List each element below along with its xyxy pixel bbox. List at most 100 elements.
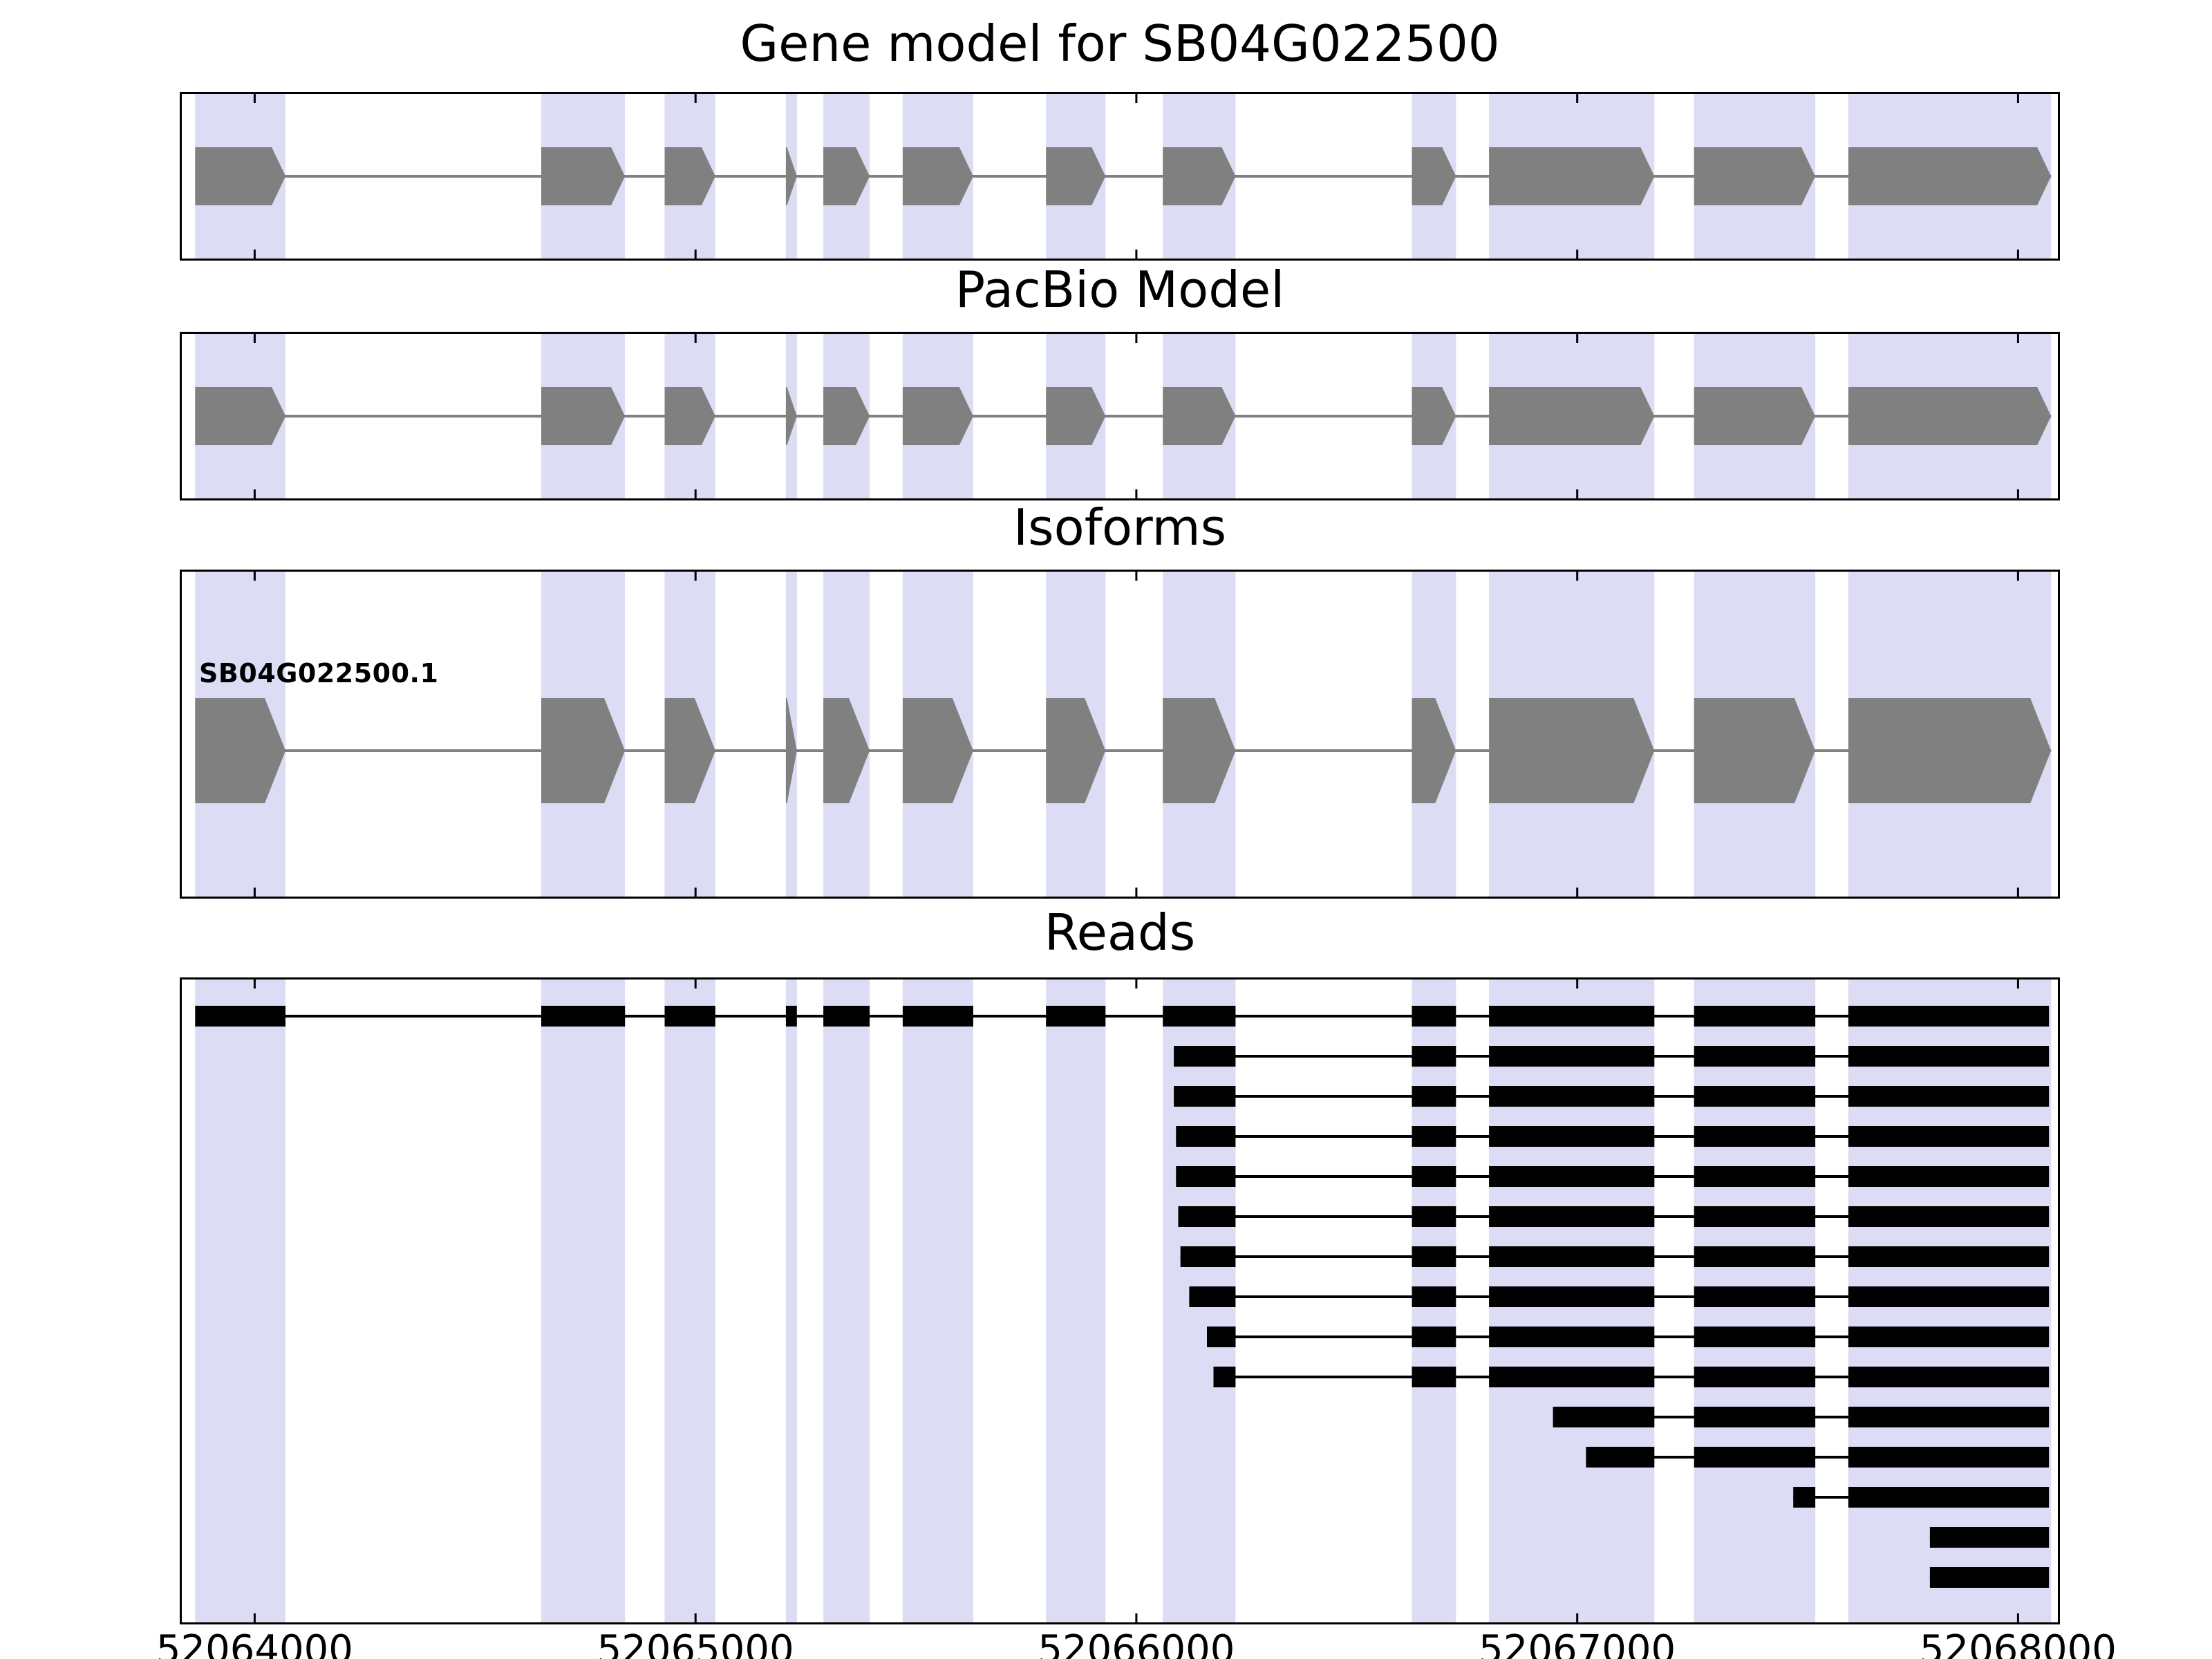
read-block [1694,1006,1816,1027]
read-block [1848,1487,2050,1508]
x-tick-label: 52064000 [156,1627,353,1659]
read-row [1929,1567,2050,1588]
read-row [1176,1126,2050,1147]
exon-block [195,698,286,803]
read-block [1489,1327,1655,1347]
exon-block [541,387,626,445]
panel-border [180,92,2060,261]
read-block [1412,1006,1456,1027]
x-tick-label: 52065000 [597,1627,794,1659]
read-block [1694,1407,1816,1427]
read-row [1178,1206,2050,1227]
read-block [1163,1006,1236,1027]
isoform-label: SB04G022500.1 [199,658,439,688]
read-block [1694,1286,1816,1307]
read-block [1848,1367,2050,1387]
read-row [1207,1327,2050,1347]
exon-block [664,698,715,803]
exon-block [1046,387,1106,445]
read-block [1412,1286,1456,1307]
exon-band [195,977,285,1624]
exon-block [195,387,286,445]
read-block [1586,1447,1655,1468]
isoforms-title: Isoforms [1013,498,1227,556]
exon-block [1848,387,2052,445]
exon-block [785,147,797,205]
reads-title: Reads [1044,903,1196,962]
read-block [1694,1166,1816,1187]
exon-block [823,387,870,445]
exon-band [902,977,973,1624]
exon-block [823,147,870,205]
read-block [902,1006,973,1027]
pacbio-panel [180,332,2060,500]
exon-band [541,977,626,1624]
exon-block [1412,698,1456,803]
exon-block [1412,147,1456,205]
read-row [195,1006,2050,1027]
read-block [1489,1046,1655,1067]
read-block [1848,1206,2050,1227]
read-row [1174,1046,2050,1067]
gene-model-panel [180,92,2060,261]
exon-block [1848,147,2052,205]
read-row [1174,1086,2050,1107]
x-tick-label: 52067000 [1479,1627,1676,1659]
read-row [1553,1407,2050,1427]
exon-block [1489,147,1655,205]
read-block [1848,1327,2050,1347]
exon-band [785,977,797,1624]
read-block [1489,1166,1655,1187]
exon-block [1163,698,1236,803]
read-block [1046,1006,1106,1027]
read-row [1793,1487,2050,1508]
read-block [1553,1407,1655,1427]
exon-block [902,147,973,205]
read-block [1489,1286,1655,1307]
read-block [1848,1086,2050,1107]
read-block [1176,1166,1236,1187]
exon-band [1046,977,1106,1624]
exon-block [195,147,286,205]
exon-block [1412,387,1456,445]
read-block [1180,1246,1236,1267]
exon-block [541,147,626,205]
read-block [1694,1246,1816,1267]
read-block [1694,1447,1816,1468]
read-block [1848,1407,2050,1427]
read-block [1489,1086,1655,1107]
exon-block [1694,698,1815,803]
read-block [1929,1527,2050,1548]
read-block [1207,1327,1236,1347]
read-block [1213,1367,1236,1387]
read-block [1412,1166,1456,1187]
exon-block [1848,698,2052,803]
read-row [1189,1286,2050,1307]
x-tick-label: 52066000 [1038,1627,1235,1659]
read-block [1694,1126,1816,1147]
read-block [1489,1206,1655,1227]
exon-band [664,977,715,1624]
read-block [1489,1126,1655,1147]
read-block [1848,1166,2050,1187]
exon-block [1694,387,1815,445]
read-block [1694,1086,1816,1107]
exon-block [902,698,973,803]
read-block [1412,1086,1456,1107]
exon-block [1163,387,1236,445]
exon-block [541,698,626,803]
read-block [664,1006,715,1027]
read-block [1412,1246,1456,1267]
exon-block [823,698,870,803]
read-row [1213,1367,2050,1387]
exon-band [823,977,870,1624]
read-block [1694,1367,1816,1387]
exon-block [785,387,797,445]
read-block [823,1006,870,1027]
exon-block [1046,147,1106,205]
exon-block [1163,147,1236,205]
read-block [1176,1126,1236,1147]
read-block [1174,1086,1236,1107]
read-block [1489,1367,1655,1387]
read-block [195,1006,285,1027]
